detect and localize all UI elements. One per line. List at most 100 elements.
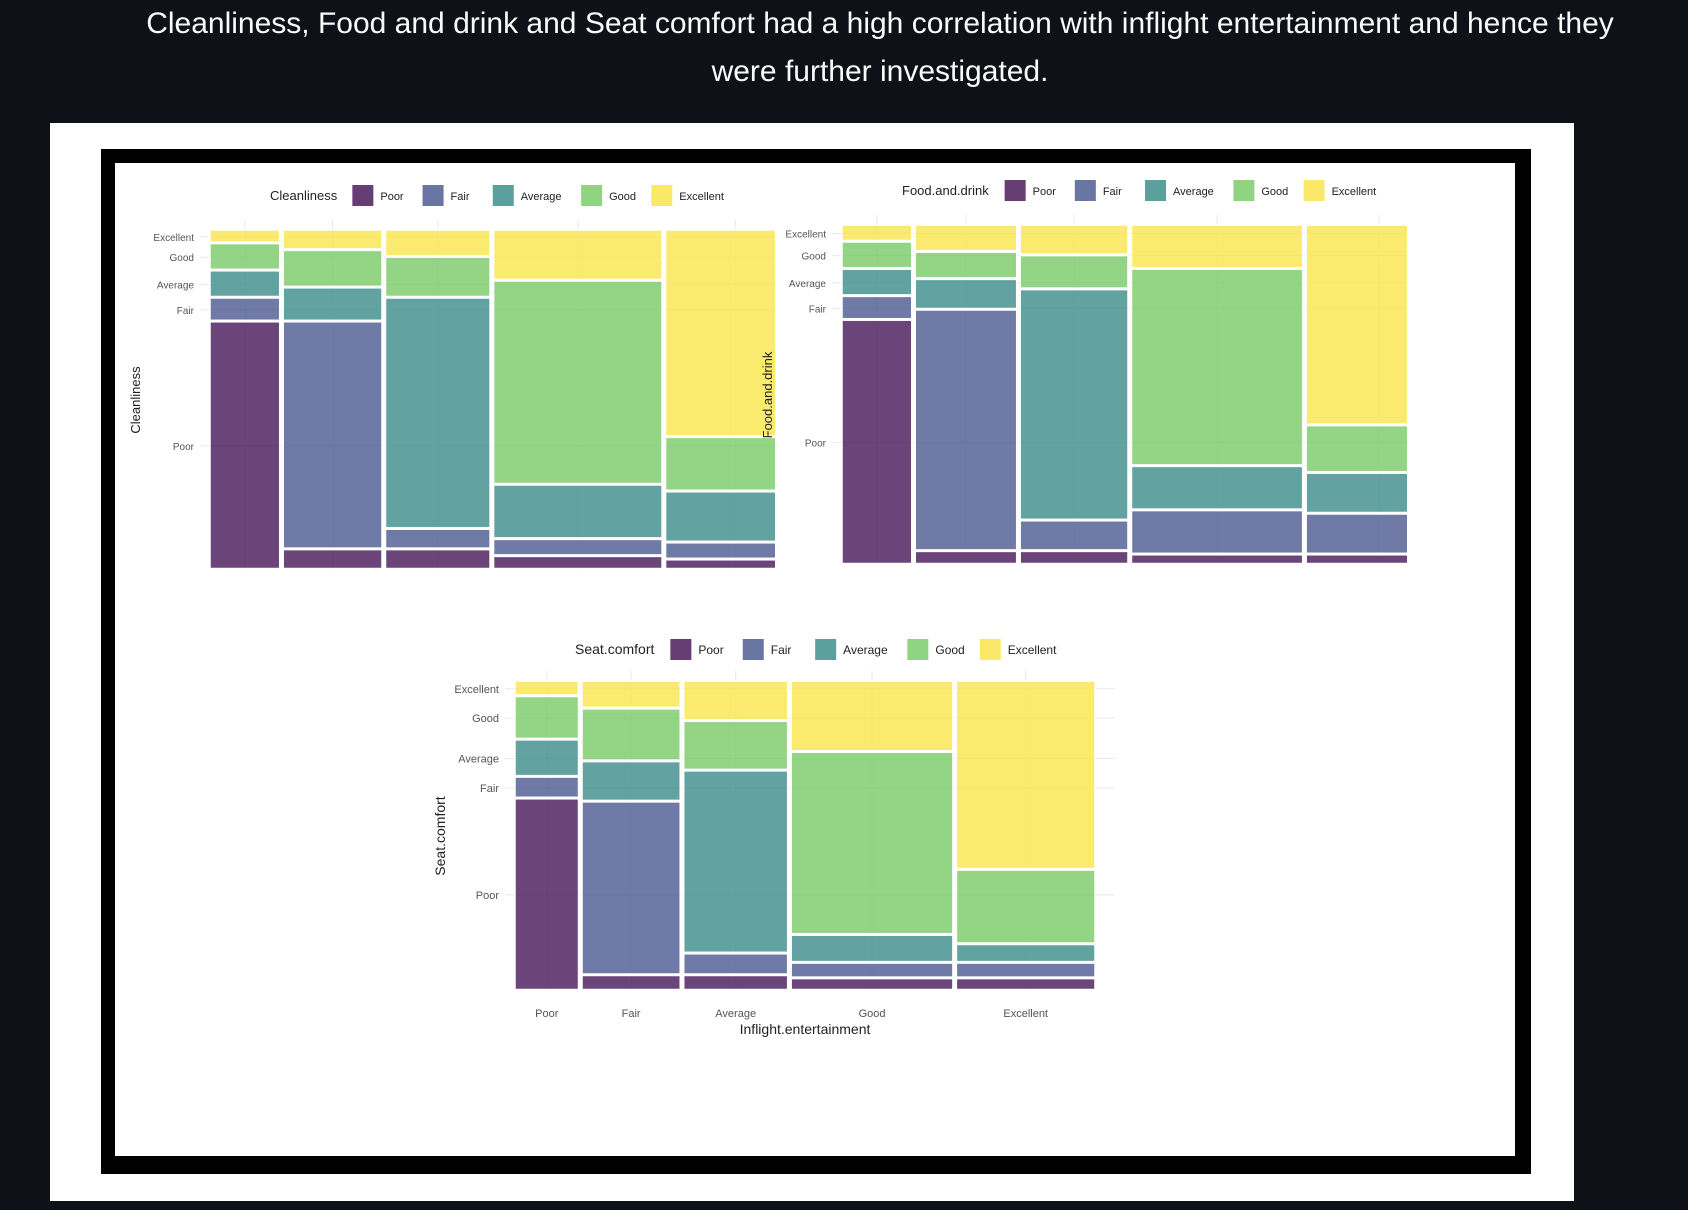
- legend-swatch-poor: [670, 639, 692, 660]
- legend-label-poor: Poor: [698, 643, 723, 657]
- y-tick-label-average: Average: [458, 754, 499, 766]
- tile-good-excellent: [1130, 224, 1304, 269]
- tile-good-average: [790, 934, 954, 963]
- legend-item-fair: Fair: [422, 185, 470, 206]
- tile-excellent-fair: [664, 542, 775, 560]
- y-tick-labels: Poor Fair Average Good Excellent: [785, 230, 826, 450]
- tile-fair-poor: [581, 974, 681, 991]
- legend-label-good: Good: [609, 191, 636, 203]
- cleanliness-mosaic-chart: Cleanliness Poor Fair Average Good ExcellentP…: [128, 185, 775, 570]
- tile-good-fair: [492, 538, 663, 556]
- legend-label-average: Average: [1173, 186, 1214, 198]
- tile-average-excellent: [682, 680, 789, 721]
- legend-label-fair: Fair: [451, 191, 470, 203]
- legend-swatch-poor: [352, 185, 374, 206]
- legend-label-good: Good: [1261, 186, 1288, 198]
- tile-average-good: [1019, 254, 1129, 289]
- tile-poor-fair: [514, 776, 580, 799]
- tile-fair-poor: [914, 550, 1018, 565]
- tile-fair-average: [282, 287, 383, 322]
- figure-card: Cleanliness Poor Fair Average Good Excellent P…: [50, 123, 1574, 1201]
- tile-good-poor: [1130, 554, 1304, 565]
- legend-item-good: Good: [907, 639, 965, 660]
- legend-item-good: Good: [1233, 180, 1288, 201]
- tile-excellent-excellent: [664, 229, 775, 437]
- legend-label-excellent: Excellent: [1008, 643, 1057, 657]
- tile-fair-good: [581, 708, 681, 761]
- legend: Cleanliness Poor Fair Average Good Excellent: [270, 185, 724, 206]
- legend-swatch-average: [1145, 180, 1167, 201]
- tile-average-excellent: [1019, 224, 1129, 255]
- seat-comfort-mosaic-chart: Seat.comfort Poor Fair Average Good Excellent…: [432, 639, 1115, 1037]
- tile-fair-good: [282, 249, 383, 288]
- tile-average-excellent: [384, 229, 491, 257]
- tile-poor-fair: [841, 295, 913, 320]
- mosaic-tiles: [514, 680, 1096, 991]
- x-tick-label-average: Average: [715, 1008, 756, 1020]
- tile-fair-fair: [914, 309, 1018, 551]
- tile-average-fair: [384, 528, 491, 549]
- legend-swatch-fair: [1074, 180, 1096, 201]
- legend-item-average: Average: [1145, 180, 1214, 201]
- tile-good-good: [1130, 268, 1304, 466]
- tile-average-poor: [384, 548, 491, 570]
- legend-title: Food.and.drink: [902, 183, 989, 198]
- y-tick-label-good: Good: [802, 252, 826, 263]
- y-tick-label-fair: Fair: [809, 304, 827, 315]
- tile-fair-fair: [282, 321, 383, 549]
- y-tick-label-average: Average: [789, 279, 827, 290]
- tile-poor-good: [514, 695, 580, 740]
- tile-average-good: [384, 256, 491, 298]
- tile-poor-average: [514, 739, 580, 777]
- legend-swatch-good: [907, 639, 929, 660]
- y-tick-label-excellent: Excellent: [153, 233, 194, 244]
- legend-item-average: Average: [492, 185, 562, 206]
- tile-good-average: [1130, 465, 1304, 510]
- tile-average-good: [682, 720, 789, 771]
- legend: Food.and.drink Poor Fair Average Good Excelle…: [902, 180, 1376, 201]
- tile-good-average: [492, 484, 663, 539]
- tile-fair-good: [914, 251, 1018, 279]
- tile-average-fair: [1019, 520, 1129, 551]
- tile-good-poor: [790, 977, 954, 991]
- legend-label-fair: Fair: [771, 643, 792, 657]
- legend-swatch-fair: [422, 185, 444, 206]
- legend-title: Seat.comfort: [575, 641, 654, 657]
- tile-excellent-average: [955, 943, 1096, 963]
- tile-good-excellent: [492, 229, 663, 281]
- y-tick-label-poor: Poor: [805, 439, 827, 450]
- legend-label-good: Good: [935, 643, 964, 657]
- x-tick-label-good: Good: [859, 1008, 886, 1020]
- tile-good-good: [790, 751, 954, 935]
- tile-poor-good: [209, 242, 281, 271]
- tile-fair-excellent: [282, 229, 383, 250]
- legend-label-average: Average: [843, 643, 888, 657]
- figure-frame: Cleanliness Poor Fair Average Good Excellent P…: [101, 149, 1531, 1174]
- legend-item-excellent: Excellent: [979, 639, 1057, 660]
- legend-item-excellent: Excellent: [1303, 180, 1376, 201]
- tile-poor-poor: [514, 798, 580, 991]
- y-tick-label-poor: Poor: [476, 890, 500, 902]
- y-tick-label-fair: Fair: [177, 306, 195, 317]
- x-tick-label-fair: Fair: [622, 1008, 641, 1020]
- y-tick-label-good: Good: [472, 713, 499, 725]
- tile-fair-excellent: [914, 224, 1018, 252]
- legend-title: Cleanliness: [270, 188, 338, 203]
- tile-excellent-average: [664, 491, 775, 543]
- y-tick-label-poor: Poor: [173, 442, 195, 453]
- legend-swatch-average: [492, 185, 514, 206]
- legend-label-average: Average: [521, 191, 562, 203]
- legend-swatch-excellent: [651, 185, 673, 206]
- tile-poor-fair: [209, 297, 281, 322]
- y-tick-labels: Poor Fair Average Good Excellent: [454, 684, 499, 902]
- legend-item-poor: Poor: [1004, 180, 1057, 201]
- legend-swatch-fair: [742, 639, 764, 660]
- tile-average-poor: [1019, 550, 1129, 565]
- legend-item-average: Average: [815, 639, 888, 660]
- legend-label-fair: Fair: [1103, 186, 1122, 198]
- legend: Seat.comfort Poor Fair Average Good Excellent: [575, 639, 1057, 660]
- x-tick-labels: Poor Fair Average Good Excellent: [535, 1008, 1048, 1020]
- legend-swatch-good: [581, 185, 603, 206]
- legend-label-poor: Poor: [1033, 186, 1057, 198]
- tile-good-fair: [1130, 509, 1304, 555]
